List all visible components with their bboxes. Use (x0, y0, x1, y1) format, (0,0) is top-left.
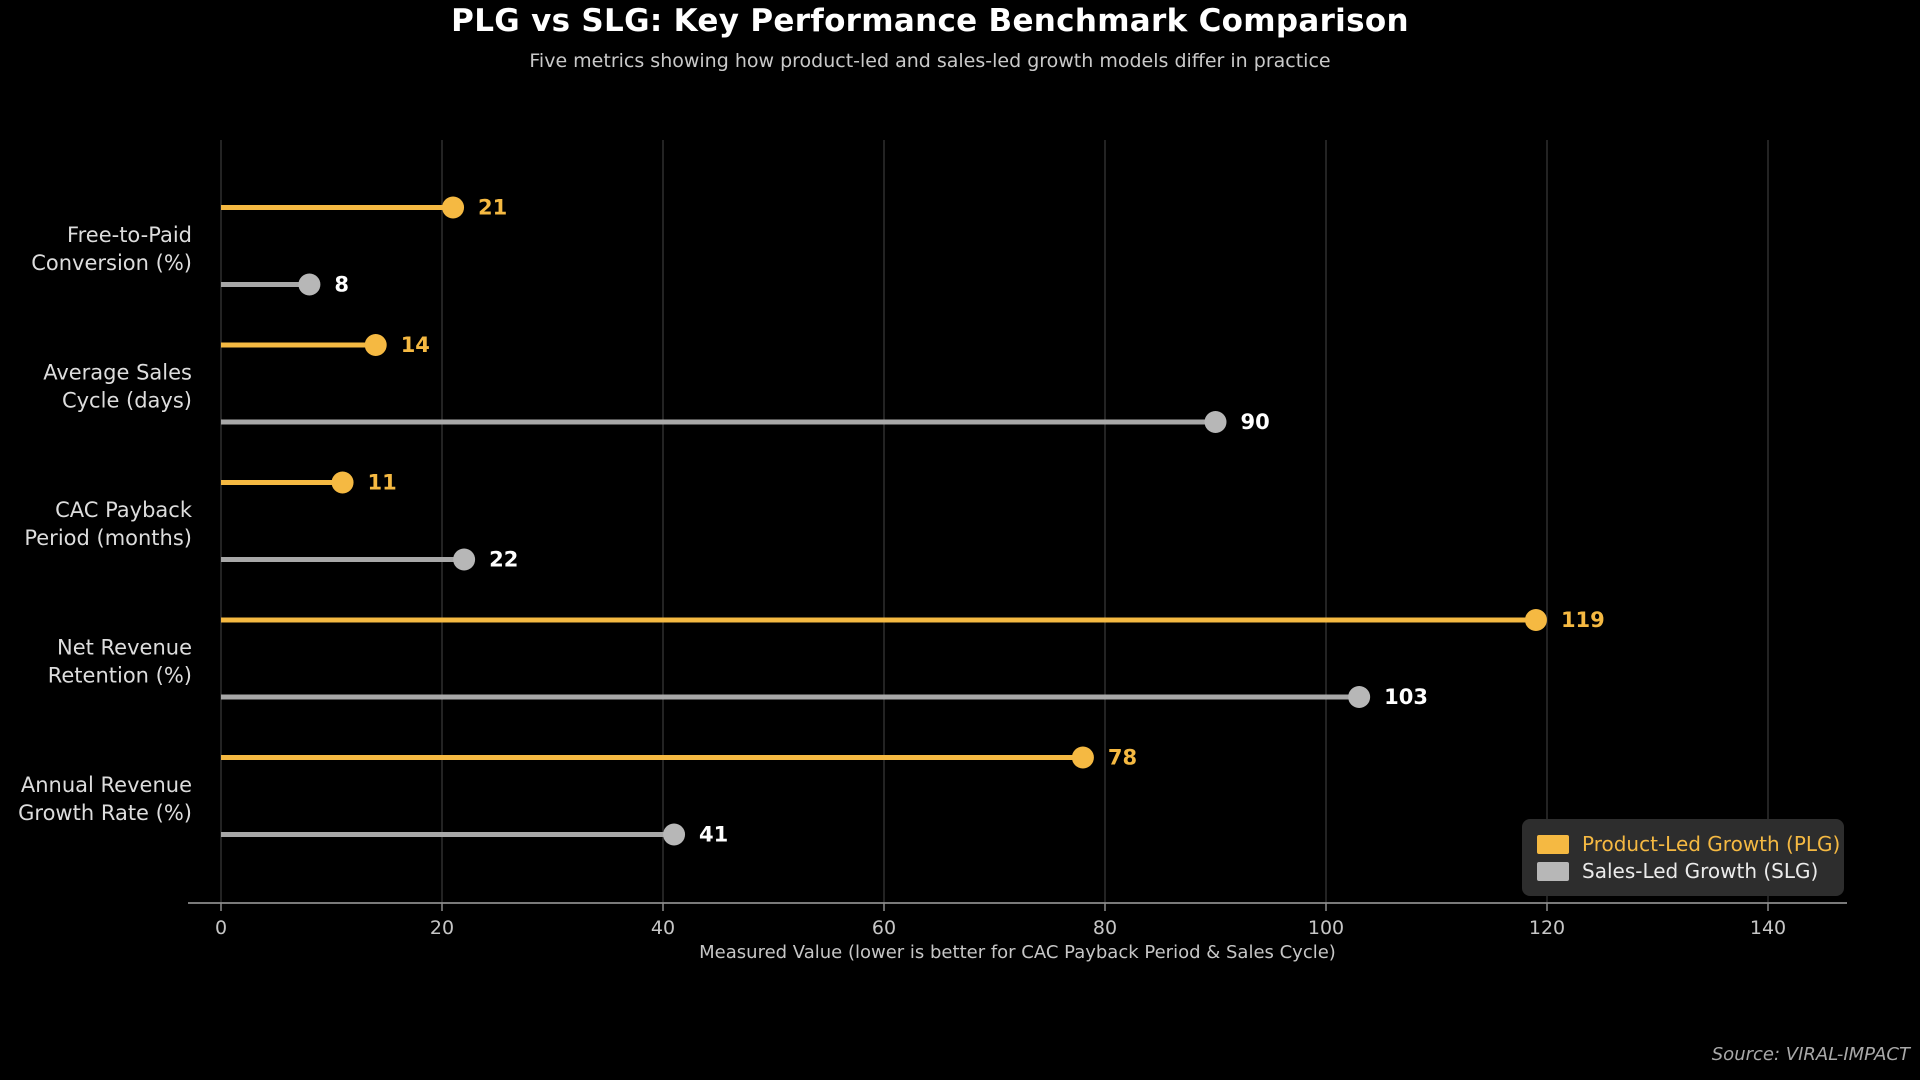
plg-dot (442, 196, 465, 219)
x-tick-label: 140 (1750, 917, 1786, 939)
category-label: Free-to-Paid Conversion (%) (31, 223, 192, 275)
slg-dot (1204, 411, 1227, 433)
slg-dot (663, 823, 686, 846)
slg-dot (453, 548, 476, 571)
plg-value-label: 11 (368, 471, 397, 495)
slg-swatch-icon (1537, 861, 1569, 881)
slg-value-label: 22 (489, 548, 518, 572)
category-label: Annual Revenue Growth Rate (%) (18, 773, 192, 825)
legend-item-slg: Sales-Led Growth (SLG) (1537, 861, 1844, 881)
x-axis-title: Measured Value (lower is better for CAC … (699, 942, 1336, 963)
legend-label-plg: Product-Led Growth (PLG) (1582, 832, 1841, 856)
x-tick-label: 60 (872, 917, 896, 939)
category-label: Average Sales Cycle (days) (43, 361, 192, 413)
plg-value-label: 78 (1108, 746, 1137, 770)
slg-value-label: 8 (334, 273, 349, 297)
legend-label-slg: Sales-Led Growth (SLG) (1582, 859, 1819, 883)
x-tick-label: 80 (1093, 917, 1117, 939)
slg-dot (1348, 686, 1371, 708)
legend-item-plg: Product-Led Growth (PLG) (1537, 834, 1844, 854)
slg-value-label: 103 (1384, 685, 1428, 709)
chart-subtitle: Five metrics showing how product-led and… (529, 50, 1331, 72)
plg-dot (331, 471, 354, 494)
slg-dot (298, 273, 321, 296)
chart-title: PLG vs SLG: Key Performance Benchmark Co… (451, 3, 1409, 39)
plg-value-label: 14 (401, 333, 430, 357)
category-label: Net Revenue Retention (%) (48, 636, 192, 688)
x-tick-label: 120 (1529, 917, 1565, 939)
slg-value-label: 90 (1241, 410, 1270, 434)
category-label: CAC Payback Period (months) (24, 498, 192, 550)
legend: Product-Led Growth (PLG) Sales-Led Growt… (1522, 819, 1844, 896)
plg-dot (1524, 609, 1547, 631)
plg-value-label: 21 (478, 196, 507, 220)
x-tick-label: 20 (430, 917, 454, 939)
plg-dot (364, 334, 387, 356)
x-tick-label: 40 (651, 917, 675, 939)
x-tick-label: 0 (215, 917, 227, 939)
plg-dot (1071, 746, 1094, 769)
plg-value-label: 119 (1561, 608, 1605, 632)
x-tick-label: 100 (1308, 917, 1344, 939)
plg-swatch-icon (1537, 834, 1569, 854)
slg-value-label: 41 (699, 823, 728, 847)
source-credit: Source: VIRAL-IMPACT (1711, 1044, 1910, 1065)
